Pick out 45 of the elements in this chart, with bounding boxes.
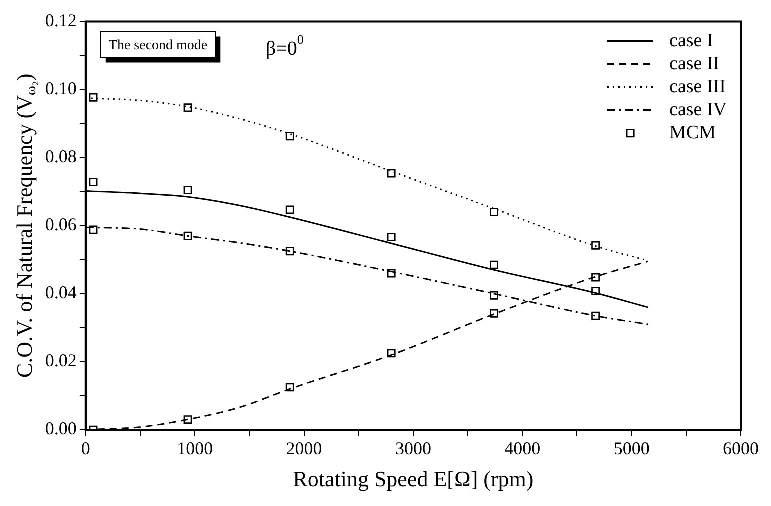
y-tick-label: 0.12 [45, 10, 77, 31]
point [184, 104, 192, 112]
point [387, 349, 396, 358]
x-axis-title: Rotating Speed E[Ω] (rpm) [293, 466, 534, 492]
legend-label: case I [670, 30, 714, 52]
legend-label: case IV [670, 99, 728, 120]
y-tick-label: 0.00 [45, 418, 77, 439]
y-tick-label: 0.08 [45, 146, 77, 167]
point [89, 93, 98, 102]
point [592, 312, 600, 320]
x-tick-label: 4000 [504, 438, 541, 459]
point [387, 269, 396, 278]
point [387, 169, 396, 178]
point [184, 186, 192, 194]
y-tick-label: 0.02 [45, 350, 77, 371]
annotation: The second mode [108, 38, 208, 54]
x-tick-label: 1000 [177, 438, 214, 459]
point [592, 241, 600, 250]
y-tick-label: 0.04 [45, 282, 77, 303]
legend-label: case III [670, 76, 726, 98]
legend-label: case II [670, 53, 720, 74]
point [592, 273, 600, 282]
point [490, 260, 498, 270]
point [89, 226, 98, 234]
x-tick-label: 6000 [723, 438, 759, 459]
y-axis-title: C.O.V. of Natural Frequency (Vω₂) [12, 74, 40, 378]
y-tick-label: 0.06 [45, 214, 77, 235]
point [184, 232, 192, 240]
point [286, 206, 294, 214]
x-tick-label: 5000 [614, 438, 650, 459]
x-tick-label: 3000 [395, 438, 432, 459]
legend-label: MCM [670, 122, 716, 144]
point [89, 178, 98, 187]
point [592, 287, 600, 296]
point [387, 232, 396, 242]
point [286, 247, 294, 256]
x-tick-label: 2000 [286, 438, 322, 459]
x-tick-label: 0 [81, 438, 90, 459]
point [184, 416, 192, 424]
point [490, 208, 498, 216]
point [490, 309, 498, 318]
y-tick-label: 0.10 [45, 78, 77, 99]
point [286, 383, 294, 392]
point [490, 291, 498, 300]
point [286, 132, 294, 141]
